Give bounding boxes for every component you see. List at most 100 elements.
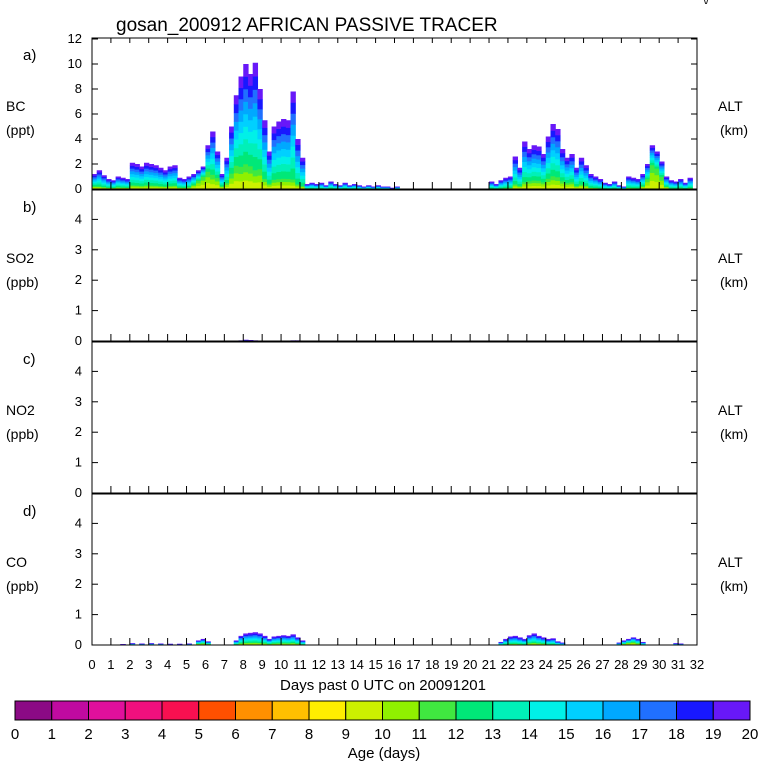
data-bar [550,638,556,646]
x-tick-label: 18 [425,657,439,672]
bar-segment [115,183,121,185]
bar-segment [626,641,632,642]
bar-segment [195,640,202,642]
bar-segment [526,169,533,174]
bar-segment [191,175,197,177]
bar-segment [219,183,225,185]
bar-segment [276,642,282,644]
bar-segment [134,185,140,187]
bar-segment [276,171,282,180]
bar-segment [200,184,207,190]
bar-segment [541,643,547,645]
bar-segment [191,174,197,176]
y-tick-label: 8 [75,81,82,96]
bar-segment [550,639,556,641]
bar-segment [290,634,296,636]
bar-segment [129,168,136,172]
bar-segment [536,146,542,152]
bar-segment [181,187,188,189]
bar-segment [536,180,542,184]
bar-segment [214,161,221,165]
bar-segment [673,186,679,188]
bar-segment [200,642,207,644]
bar-segment [626,184,632,187]
bar-segment [555,644,561,645]
bar-segment [507,187,514,189]
bar-segment [545,642,552,644]
bar-segment [295,638,301,640]
bar-segment [323,185,329,187]
colorbar-swatch [529,700,567,721]
bar-segment [233,642,240,644]
bar-segment [229,178,235,185]
bar-segment [668,183,674,185]
bar-segment [266,643,273,645]
bar-segment [115,179,121,181]
bar-segment [630,638,637,640]
bar-segment [281,643,287,645]
bar-segment [673,184,679,186]
bar-segment [522,171,528,178]
bar-segment [385,187,391,189]
bar-segment [281,148,287,157]
colorbar-label: Age (days) [348,745,421,762]
data-bar [271,126,277,190]
bar-segment [574,172,580,175]
bar-segment [635,638,641,640]
bar-segment [247,85,254,98]
bar-segment [181,186,188,188]
bar-segment [640,183,646,185]
bar-segment [593,176,599,179]
bar-segment [139,183,145,186]
x-tick-label: 9 [259,657,266,672]
bar-segment [271,146,277,154]
bar-segment [271,640,277,642]
bar-segment [640,642,646,644]
bar-segment [191,181,197,184]
y-tick-label: 1 [75,607,82,622]
bar-segment [640,187,646,189]
bar-segment [526,641,533,643]
bar-segment [588,184,594,187]
bar-segment [262,636,268,638]
y-axis-label: CO [6,554,27,570]
bar-segment [252,170,259,177]
bar-segment [616,186,622,187]
bar-segment [555,641,561,643]
bar-segment [153,182,159,186]
bar-segment [299,164,306,169]
bar-segment [645,169,651,172]
bar-segment [115,180,121,183]
bar-segment [92,177,98,179]
bar-segment [640,642,646,643]
data-bar [536,635,542,646]
bar-segment [158,181,164,184]
bar-segment [195,171,202,174]
bar-segment [200,642,207,643]
bar-segment [177,181,183,183]
bar-segment [333,184,339,186]
bar-segment [266,641,273,643]
bar-segment [498,181,504,183]
bar-segment [649,172,656,182]
bar-segment [337,187,344,189]
bar-segment [134,179,140,183]
bar-segment [678,182,684,184]
colorbar-swatch [124,700,163,721]
bar-segment [522,156,528,162]
data-bar [271,636,277,646]
bar-segment [555,642,561,644]
bar-segment [673,187,679,189]
bar-segment [673,184,679,187]
bar-segment [162,174,169,177]
bar-segment [328,183,334,185]
data-bar [545,638,552,646]
bar-segment [536,639,542,641]
bar-segment [635,183,641,185]
bar-segment [493,187,500,189]
bar-segment [318,185,325,187]
bar-segment [545,157,552,164]
bar-segment [626,642,632,644]
bar-segment [318,182,325,184]
bar-segment [678,188,684,189]
